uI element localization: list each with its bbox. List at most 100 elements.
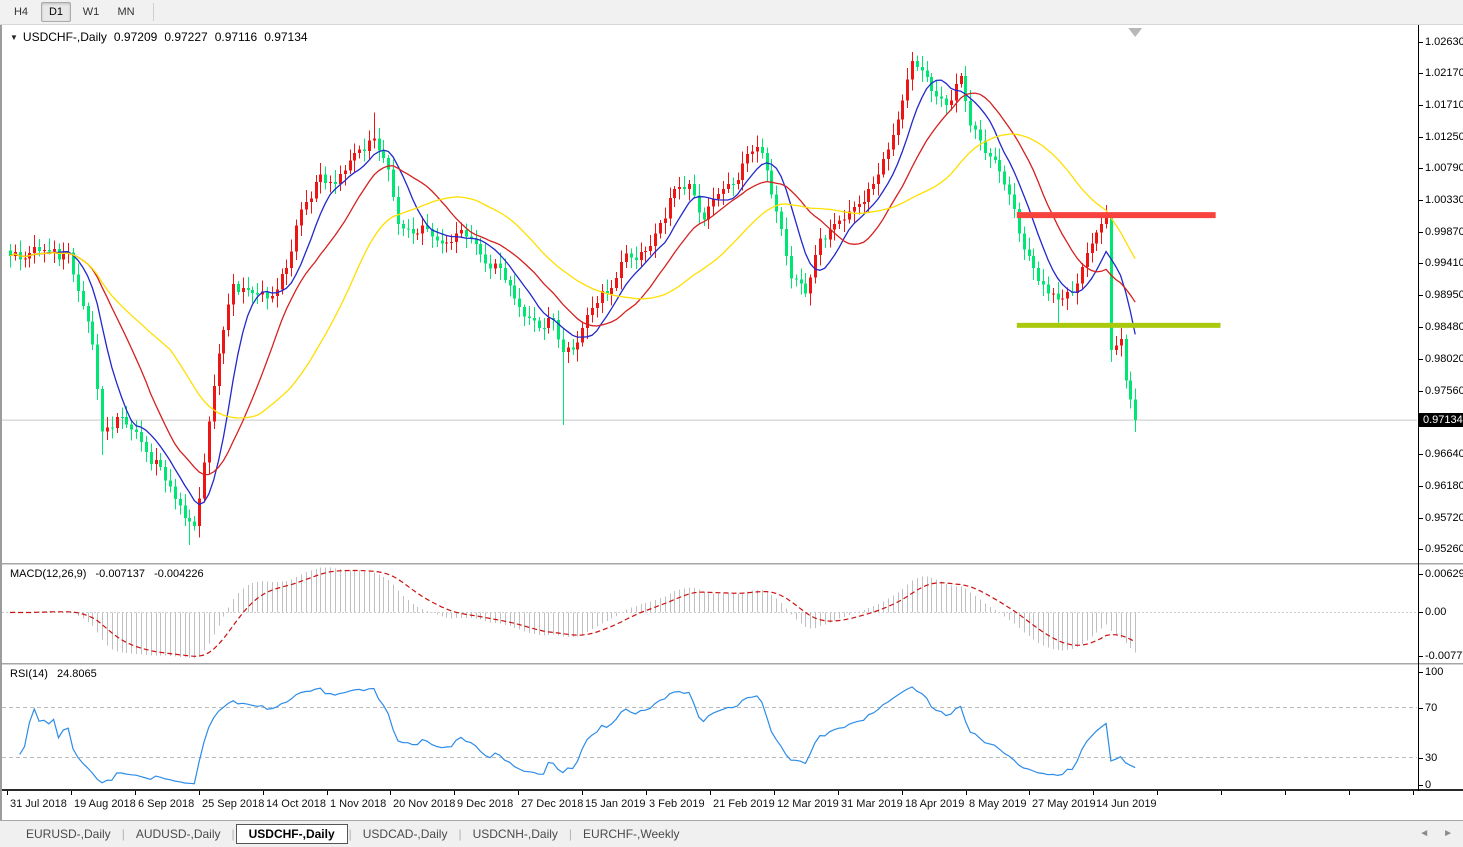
timeframe-toolbar: H4 D1 W1 MN — [0, 0, 1463, 25]
chart-tab-audusd-daily[interactable]: AUDUSD-,Daily — [135, 827, 221, 841]
price-axis-label: 0.97560 — [1425, 385, 1463, 397]
chart-shift-marker-icon — [1128, 28, 1143, 37]
price-axis-label-tick — [1419, 454, 1423, 455]
macd-name: MACD(12,26,9) — [10, 568, 87, 580]
rsi-value: 24.8065 — [56, 668, 97, 680]
date-tick — [1157, 791, 1158, 795]
chart-tab-bar: EURUSD-,Daily | AUDUSD-,Daily | USDCHF-,Dail… — [0, 820, 1463, 847]
price-axis-label: 0.96640 — [1425, 448, 1463, 460]
price-axis-label: 1.01250 — [1425, 131, 1463, 143]
price-axis-label: 1.01710 — [1425, 99, 1463, 111]
date-label: 12 Mar 2019 — [777, 798, 839, 810]
pane-splitter-macd[interactable] — [2, 563, 1463, 565]
chart-menu-arrow-icon[interactable]: ▼ — [10, 32, 18, 42]
timeframe-button-d1[interactable]: D1 — [41, 2, 71, 22]
date-tick — [1029, 791, 1030, 795]
tab-scroll-arrows: ◄ ► — [1419, 828, 1453, 839]
date-label: 27 May 2019 — [1032, 798, 1096, 810]
price-axis-label-tick — [1419, 295, 1423, 296]
rsi-axis-label: 30 — [1425, 752, 1438, 764]
price-axis-label-tick — [1419, 105, 1423, 106]
rsi-pane[interactable]: RSI(14) 24.8065 — [2, 665, 1418, 789]
tab-separator: | — [568, 827, 573, 841]
ma-medium-line — [9, 92, 1136, 476]
tab-separator: | — [458, 827, 462, 841]
macd-label: MACD(12,26,9) -0.007137 -0.004226 — [10, 568, 210, 580]
date-tick — [1349, 791, 1350, 795]
price-axis-label-tick — [1419, 359, 1423, 360]
date-tick — [1093, 791, 1094, 795]
chart-tab-eurchf-weekly[interactable]: EURCHF-,Weekly — [583, 827, 680, 841]
date-tick — [327, 791, 328, 795]
tab-scroll-right-icon[interactable]: ► — [1443, 828, 1453, 839]
date-label: 8 May 2019 — [969, 798, 1027, 810]
date-tick — [646, 791, 647, 795]
macd-axis-label: 0.006293 — [1425, 568, 1463, 580]
price-axis[interactable]: 1.02630 1.02170 1.01710 1.01250 1.00790 1.003… — [1418, 25, 1463, 791]
macd-pane[interactable]: MACD(12,26,9) -0.007137 -0.004226 — [2, 565, 1418, 663]
date-tick — [582, 791, 583, 795]
ma-fast-line — [9, 79, 1136, 506]
macd-histogram — [15, 567, 1136, 658]
toolbar-separator — [153, 3, 154, 21]
price-axis-label: 0.95720 — [1425, 512, 1463, 524]
date-tick — [199, 791, 200, 795]
date-label: 31 Mar 2019 — [841, 798, 903, 810]
tab-scroll-left-icon[interactable]: ◄ — [1419, 828, 1430, 839]
chart-tab-usdchf-daily[interactable]: USDCHF-,Daily — [235, 824, 348, 844]
rsi-axis-label: 0 — [1425, 779, 1432, 791]
chart-window: ▼ USDCHF-,Daily 0.97209 0.97227 0.97116 … — [0, 25, 1463, 820]
price-axis-label-tick — [1419, 518, 1423, 519]
ohlc-low: 0.97116 — [214, 30, 258, 44]
macd-signal-value: -0.004226 — [154, 568, 204, 580]
date-label: 6 Sep 2018 — [138, 798, 195, 810]
rsi-label: RSI(14) 24.8065 — [10, 668, 103, 680]
symbol-label: USDCHF-,Daily — [22, 30, 107, 44]
date-axis[interactable]: 31 Jul 2018 19 Aug 2018 6 Sep 2018 25 Sep 2… — [2, 791, 1418, 820]
rsi-axis-label-tick — [1419, 758, 1423, 759]
macd-axis-label: 0.00 — [1425, 606, 1447, 618]
tab-separator: | — [348, 827, 352, 841]
chart-tab-usdcad-daily[interactable]: USDCAD-,Daily — [362, 827, 448, 841]
price-axis-label: 0.99870 — [1425, 226, 1463, 238]
date-tick — [7, 791, 8, 795]
date-label: 15 Jan 2019 — [585, 798, 646, 810]
date-tick — [710, 791, 711, 795]
support-line — [1016, 322, 1221, 328]
price-axis-label: 0.95260 — [1425, 543, 1463, 555]
date-tick — [263, 791, 264, 795]
date-tick — [135, 791, 136, 795]
date-tick — [1285, 791, 1286, 795]
chart-tab-usdcnh-daily[interactable]: USDCNH-,Daily — [472, 827, 558, 841]
rsi-axis-label: 70 — [1425, 702, 1438, 714]
date-label: 18 Apr 2019 — [905, 798, 965, 810]
macd-axis-label-tick — [1419, 656, 1423, 657]
date-label: 14 Oct 2018 — [266, 798, 326, 810]
date-tick — [454, 791, 455, 795]
tab-separator: | — [121, 827, 125, 841]
rsi-axis-label: 100 — [1425, 666, 1444, 678]
date-label: 1 Nov 2018 — [330, 798, 387, 810]
timeframe-button-group: H4 D1 W1 MN — [6, 2, 146, 22]
pane-splitter-rsi[interactable] — [2, 663, 1463, 665]
date-tick — [966, 791, 967, 795]
price-axis-label: 0.98020 — [1425, 353, 1463, 365]
price-pane[interactable]: ▼ USDCHF-,Daily 0.97209 0.97227 0.97116 … — [2, 25, 1418, 563]
price-axis-label: 1.02630 — [1425, 36, 1463, 48]
chart-tab-eurusd-daily[interactable]: EURUSD-,Daily — [26, 827, 111, 841]
date-label: 19 Aug 2018 — [74, 798, 136, 810]
date-label: 14 Jun 2019 — [1096, 798, 1157, 810]
rsi-axis-label-tick — [1419, 708, 1423, 709]
date-tick — [518, 791, 519, 795]
date-label: 9 Dec 2018 — [457, 798, 514, 810]
price-axis-label-tick — [1419, 327, 1423, 328]
rsi-axis-label-tick — [1419, 785, 1423, 786]
rsi-axis-label-tick — [1419, 672, 1423, 673]
chart-title: ▼ USDCHF-,Daily 0.97209 0.97227 0.97116 … — [10, 30, 315, 44]
date-tick — [1413, 791, 1414, 795]
timeframe-button-h4[interactable]: H4 — [13, 6, 29, 18]
timeframe-button-w1[interactable]: W1 — [82, 6, 100, 18]
chart-bottom-border — [2, 789, 1463, 791]
date-tick — [902, 791, 903, 795]
timeframe-button-mn[interactable]: MN — [117, 6, 135, 18]
